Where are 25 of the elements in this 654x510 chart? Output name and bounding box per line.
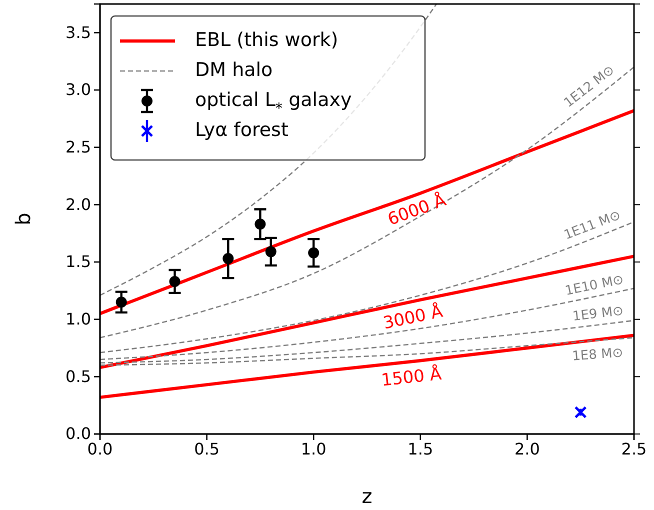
x-tick-label: 1.5: [408, 439, 434, 458]
x-tick-label: 2.5: [621, 439, 647, 458]
annotation: 1E11 M⊙: [562, 207, 623, 243]
x-tick-label: 0.5: [194, 439, 220, 458]
y-axis-title: b: [11, 212, 35, 226]
y-tick-label: 3.5: [66, 22, 91, 42]
y-tick-label: 2.0: [66, 194, 91, 214]
x-tick-label: 1.0: [300, 439, 326, 458]
annotation: 1E9 M⊙: [572, 303, 624, 324]
legend-label: Lyα forest: [195, 119, 288, 142]
annotation: 1E8 M⊙: [572, 345, 624, 364]
legend-label: DM halo: [195, 59, 273, 82]
annotation: 1E10 M⊙: [564, 272, 625, 299]
y-tick-label: 1.5: [66, 252, 91, 272]
x-tick-label: 2.0: [514, 439, 540, 458]
annotation: 6000 Å: [384, 189, 449, 230]
y-tick-label: 1.0: [66, 309, 91, 328]
annotation: 3000 Å: [381, 300, 445, 334]
y-tick-label: 2.5: [66, 137, 91, 156]
annotation: 1500 Å: [380, 363, 443, 391]
x-axis-title: z: [362, 484, 372, 508]
y-tick-label: 0.5: [66, 366, 91, 386]
legend-label: optical L$_{*}$ galaxy: [195, 89, 352, 117]
y-tick-label: 3.0: [66, 80, 91, 100]
legend-label: EBL (this work): [195, 29, 338, 52]
